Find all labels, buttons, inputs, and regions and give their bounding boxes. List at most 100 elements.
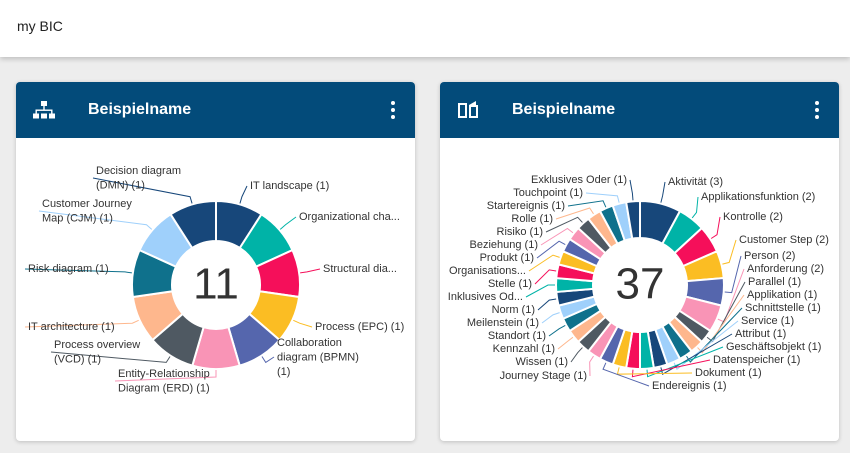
segment-label: Risk diagram (1): [28, 263, 109, 275]
leader-line: [589, 355, 594, 377]
segment-label: Decision diagram (DMN) (1): [96, 165, 181, 192]
leader-line: [555, 207, 594, 220]
segment-label: Applikationsfunktion (2): [701, 191, 815, 203]
leader-line: [114, 370, 217, 382]
segment-label: Customer Journey Map (CJM) (1): [42, 198, 132, 225]
leader-line: [24, 268, 132, 274]
leader-line: [24, 319, 139, 328]
leader-line: [660, 181, 666, 203]
segment-label: Structural dia...: [323, 263, 397, 275]
book-open-icon: [458, 101, 478, 118]
segment-label: Service (1): [741, 315, 794, 327]
leader-line: [722, 239, 737, 265]
dashboard-card-diagrams: Beispielname IT landscape (1) Organizatio…: [16, 82, 415, 441]
segment-label: Rolle (1): [511, 213, 553, 225]
segment-label: Datenspeicher (1): [713, 354, 800, 366]
segment-label: Anforderung (2): [747, 263, 824, 275]
leader-line: [710, 216, 721, 239]
segment-label: Risiko (1): [497, 226, 543, 238]
segment-label: Beziehung (1): [470, 239, 539, 251]
leader-line: [536, 240, 566, 259]
donut-segment[interactable]: [169, 199, 217, 250]
segment-label: Dokument (1): [695, 367, 762, 379]
leader-line: [631, 359, 711, 378]
segment-label: Organisations...: [449, 265, 526, 277]
segment-label: Entity-Relationship Diagram (ERD) (1): [118, 368, 210, 395]
segment-label: Attribut (1): [735, 328, 786, 340]
segment-label: Kontrolle (2): [723, 211, 783, 223]
sitemap-icon: [33, 101, 55, 119]
leader-line: [525, 284, 555, 298]
leader-line: [279, 216, 297, 230]
leader-line: [540, 227, 574, 246]
segment-label: Standort (1): [488, 330, 546, 342]
segment-label: Applikation (1): [747, 289, 817, 301]
segment-label: Wissen (1): [515, 356, 568, 368]
segment-label: Geschäftsobjekt (1): [726, 341, 821, 353]
segment-label: IT architecture (1): [28, 321, 115, 333]
segment-label: Parallel (1): [748, 276, 801, 288]
segment-label: Exklusives Oder (1): [531, 174, 627, 186]
leader-line: [697, 294, 745, 354]
donut-chart: IT landscape (1) Organizational cha... Str…: [24, 165, 404, 395]
leader-line: [646, 346, 724, 378]
leader-line: [686, 307, 743, 363]
segment-label: Customer Step (2): [739, 234, 829, 246]
more-vert-icon[interactable]: [811, 99, 823, 121]
leader-line: [691, 196, 699, 219]
leader-line: [537, 298, 557, 311]
segment-label: Meilenstein (1): [467, 317, 539, 329]
leader-line: [300, 268, 321, 274]
card-title: Beispielname: [88, 101, 192, 118]
leader-line: [534, 269, 557, 285]
card-header: Beispielname: [440, 82, 839, 138]
top-bar: my BIC: [0, 0, 850, 57]
leader-line: [92, 177, 193, 204]
segment-label: Stelle (1): [488, 278, 532, 290]
segment-label: Aktivität (3): [668, 176, 723, 188]
total-count: 37: [616, 260, 665, 309]
segment-label: Process (EPC) (1): [315, 321, 404, 333]
segment-label: Norm (1): [492, 304, 535, 316]
leader-line: [50, 351, 171, 363]
segment-label: Endereignis (1): [652, 380, 727, 392]
segment-label: Journey Stage (1): [500, 370, 587, 382]
leader-line: [570, 347, 583, 363]
leader-line: [38, 210, 153, 230]
card-header: Beispielname: [16, 82, 415, 138]
donut-chart: Aktivität (3) Applikationsfunktion (2) Kon…: [448, 174, 829, 392]
leader-line: [567, 200, 607, 208]
leader-line: [660, 333, 733, 375]
leader-line: [557, 336, 574, 350]
segment-label: Startereignis (1): [487, 200, 565, 212]
app-title: my BIC: [17, 18, 63, 34]
card-title: Beispielname: [512, 101, 616, 118]
segment-label: Inklusives Od...: [448, 291, 523, 303]
leader-line: [585, 192, 620, 203]
leader-line: [528, 254, 560, 272]
leader-line: [629, 179, 634, 201]
segment-label: Person (2): [744, 250, 795, 262]
segment-label: Schnittstelle (1): [745, 302, 821, 314]
leader-line: [293, 319, 313, 328]
more-vert-icon[interactable]: [387, 99, 399, 121]
leader-line: [548, 325, 566, 337]
leader-line: [545, 216, 583, 233]
total-count: 11: [193, 260, 239, 309]
segment-label: Process overview (VCD) (1): [54, 339, 140, 366]
donut-segment[interactable]: [625, 199, 641, 240]
segment-label: Touchpoint (1): [513, 187, 583, 199]
card-body: Aktivität (3) Applikationsfunktion (2) Kon…: [440, 138, 839, 441]
leader-line: [239, 185, 248, 204]
segment-label: Kennzahl (1): [493, 343, 555, 355]
leader-line: [602, 362, 650, 387]
segment-label: Collaboration diagram (BPMN) (1): [277, 337, 359, 378]
card-body: IT landscape (1) Organizational cha... Str…: [16, 138, 415, 441]
leader-line: [541, 312, 560, 324]
leader-line: [724, 255, 742, 294]
segment-label: Produkt (1): [480, 252, 534, 264]
segment-label: IT landscape (1): [250, 180, 329, 192]
segment-label: Organizational cha...: [299, 211, 400, 223]
leader-line: [261, 356, 275, 364]
leader-line: [673, 320, 739, 371]
